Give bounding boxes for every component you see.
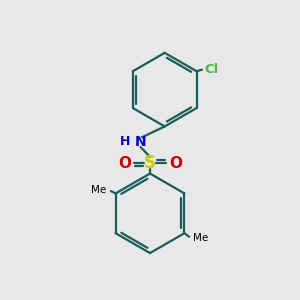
Text: O: O (118, 156, 131, 171)
Text: Me: Me (193, 233, 208, 243)
Text: Me: Me (92, 185, 107, 195)
Text: H: H (120, 135, 130, 148)
Text: O: O (169, 156, 182, 171)
Text: N: N (135, 135, 146, 149)
Text: Cl: Cl (205, 63, 219, 76)
Text: S: S (144, 154, 156, 172)
